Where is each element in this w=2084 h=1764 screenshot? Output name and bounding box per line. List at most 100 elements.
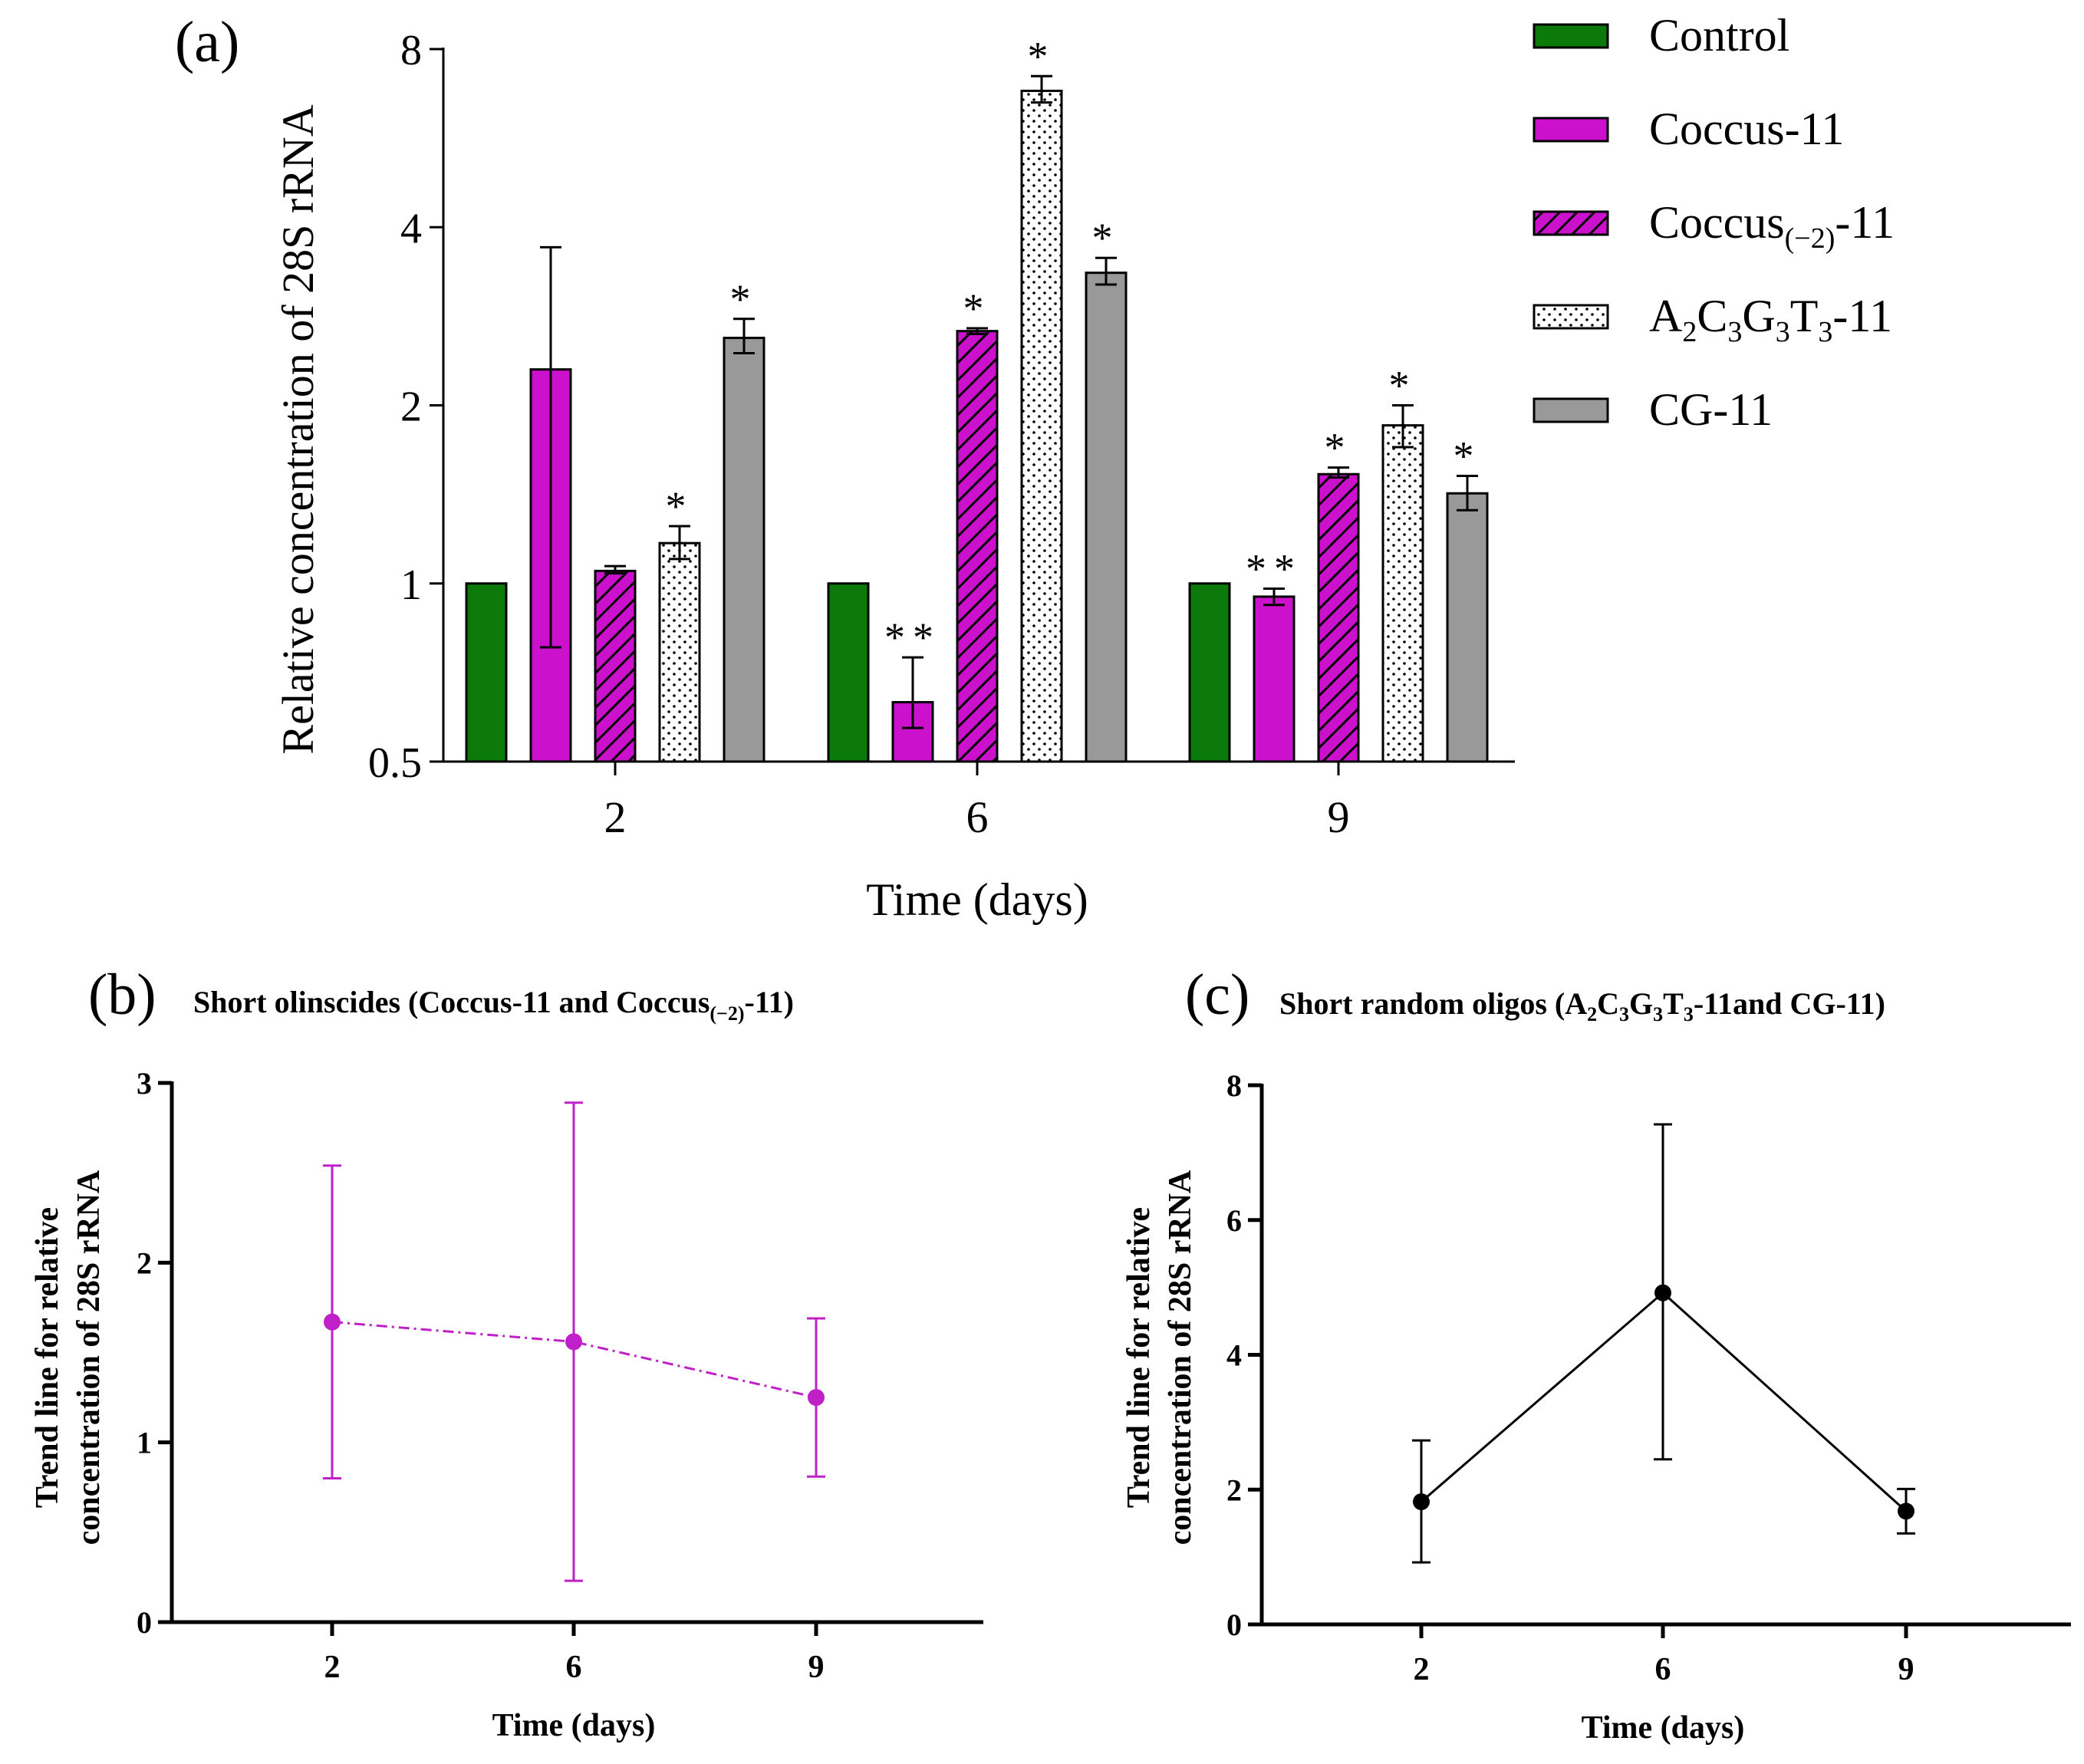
xtick-label: 9 — [808, 1650, 825, 1685]
data-point — [324, 1313, 341, 1331]
legend-swatch — [1533, 397, 1609, 423]
panel-c-label: (c) — [1185, 963, 1249, 1027]
legend-label-part: -11 — [1835, 197, 1895, 248]
legend-swatch — [1533, 117, 1609, 143]
panel-a-legend: ControlCoccus-11Coccus(−2)-11A2C3G3T3-11… — [1533, 10, 1895, 435]
panel-b-ylabel-line2: concentration of 28S rRNA — [71, 1170, 107, 1545]
bar-control-day-2 — [465, 582, 508, 763]
panel-c-title-part: 3 — [1684, 1003, 1694, 1025]
bar-a2c3g3t3-11-day-6 — [1020, 89, 1063, 763]
ytick-label: 6 — [1226, 1203, 1242, 1238]
legend-swatch — [1533, 210, 1609, 236]
panel-b-title-end: -11) — [745, 985, 794, 1019]
ytick-label: 2 — [1226, 1473, 1242, 1507]
bar-cg-11-day-9 — [1446, 492, 1489, 763]
legend-label-part: 3 — [1776, 316, 1790, 348]
significance-marker: * — [666, 483, 694, 529]
ytick-label: 0 — [137, 1605, 152, 1640]
panel-c-title-part: 3 — [1619, 1003, 1629, 1025]
xtick-label: 9 — [1898, 1652, 1914, 1687]
bar-coccus-2-11-day-9 — [1317, 472, 1360, 763]
bar-a2c3g3t3-11-day-9 — [1381, 424, 1424, 763]
panel-c-title-part: G — [1629, 986, 1653, 1021]
data-point — [565, 1333, 582, 1351]
panel-a-ytick-label: 8 — [400, 27, 422, 74]
legend-label-part: 3 — [1727, 316, 1742, 348]
xtick-label: 6 — [1655, 1652, 1671, 1687]
panel-c-title-main: Short random oligos ( — [1279, 986, 1565, 1021]
panel-b-title-main: Short olinscides (Coccus-11 and Coccus — [193, 985, 709, 1019]
panel-c-title-part: -11and CG-11) — [1694, 986, 1885, 1021]
ytick-label: 4 — [1226, 1338, 1242, 1373]
panel-c-title: Short random oligos (A2C3G3T3-11and CG-1… — [1279, 986, 1885, 1025]
panel-b: (b) Short olinscides (Coccus-11 and Cocc… — [30, 963, 983, 1743]
panel-b-xlabel: Time (days) — [492, 1708, 656, 1743]
bar-coccus-11-day-9 — [1253, 595, 1296, 763]
bar-cg-11-day-6 — [1085, 272, 1128, 763]
panel-b-plot: 0 1 2 3 2 6 9 — [137, 1066, 983, 1685]
panel-b-label: (b) — [88, 963, 156, 1027]
legend-label-part: Coccus — [1649, 197, 1785, 248]
panel-c-title-part: A — [1565, 986, 1587, 1021]
panel-c-ylabel-line2: concentration of 28S rRNA — [1163, 1170, 1198, 1545]
panel-a-ytick-label: 4 — [400, 205, 422, 252]
ytick-label: 0 — [1226, 1608, 1242, 1642]
panel-c-title-part: C — [1597, 986, 1619, 1021]
panel-a-ytick-label: 1 — [400, 561, 422, 609]
legend-label-part: G — [1742, 291, 1775, 341]
significance-marker: * — [1325, 425, 1353, 471]
panel-b-title-sub: (−2) — [709, 1002, 744, 1025]
legend-label-part: C — [1697, 291, 1727, 341]
panel-c-title-part: T — [1663, 986, 1684, 1021]
panel-a: (a) Relative concentration of 28S rRNA T… — [175, 10, 1895, 925]
bar-cg-11-day-2 — [723, 337, 765, 763]
panel-a-xtick-label: 9 — [1328, 792, 1350, 842]
bar-coccus-2-11-day-6 — [956, 330, 999, 763]
panel-c-ylabel-line1: Trend line for relative — [1121, 1207, 1157, 1508]
panel-b-title: Short olinscides (Coccus-11 and Coccus(−… — [193, 985, 794, 1025]
ytick-label: 8 — [1226, 1068, 1242, 1103]
legend-label: A2C3G3T3-11 — [1649, 291, 1892, 348]
data-point — [1654, 1284, 1671, 1302]
legend-label-part: -11 — [1832, 291, 1892, 341]
legend-label-part: T — [1790, 291, 1819, 341]
ytick-label: 3 — [137, 1066, 152, 1101]
panel-a-ytick-label: 0.5 — [368, 739, 422, 787]
xtick-label: 2 — [1414, 1652, 1430, 1687]
significance-marker: * — [1454, 433, 1482, 479]
legend-label: CG-11 — [1649, 384, 1773, 435]
significance-marker: * — [1092, 215, 1121, 261]
panel-a-xtick-label: 2 — [604, 792, 627, 842]
significance-marker: * — [1028, 33, 1056, 79]
bar-a2c3g3t3-11-day-2 — [658, 541, 701, 763]
significance-marker: * — [1389, 363, 1417, 409]
legend-swatch — [1533, 304, 1609, 330]
significance-marker: ** — [1246, 546, 1302, 592]
panel-c-xlabel: Time (days) — [1582, 1710, 1745, 1746]
significance-marker: * — [730, 276, 759, 322]
significance-marker: * — [963, 285, 992, 331]
bar-coccus-2-11-day-2 — [594, 569, 637, 763]
bar-control-day-6 — [827, 582, 870, 763]
xtick-label: 2 — [324, 1650, 341, 1685]
legend-swatch — [1533, 23, 1609, 49]
data-point — [808, 1389, 825, 1407]
panel-c: (c) Short random oligos (A2C3G3T3-11and … — [1121, 963, 2071, 1746]
panel-a-ylabel: Relative concentration of 28S rRNA — [273, 104, 323, 754]
panel-a-label: (a) — [175, 10, 239, 74]
panel-a-xlabel: Time (days) — [866, 874, 1088, 925]
legend-label-part: A — [1649, 291, 1682, 341]
ytick-label: 1 — [137, 1426, 152, 1460]
legend-label-part: 2 — [1682, 316, 1697, 348]
legend-label-part: 3 — [1818, 316, 1832, 348]
legend-label: Coccus-11 — [1649, 104, 1844, 154]
panel-c-plot: 0 2 4 6 8 2 6 9 — [1226, 1068, 2071, 1687]
panel-a-ytick-label: 2 — [400, 383, 422, 431]
significance-marker: ** — [884, 614, 941, 660]
panel-c-title-part: 3 — [1653, 1003, 1663, 1025]
panel-a-bars: ************ — [465, 33, 1489, 763]
data-point — [1413, 1493, 1430, 1511]
ytick-label: 2 — [137, 1246, 152, 1280]
panel-c-title-part: 2 — [1587, 1003, 1597, 1025]
